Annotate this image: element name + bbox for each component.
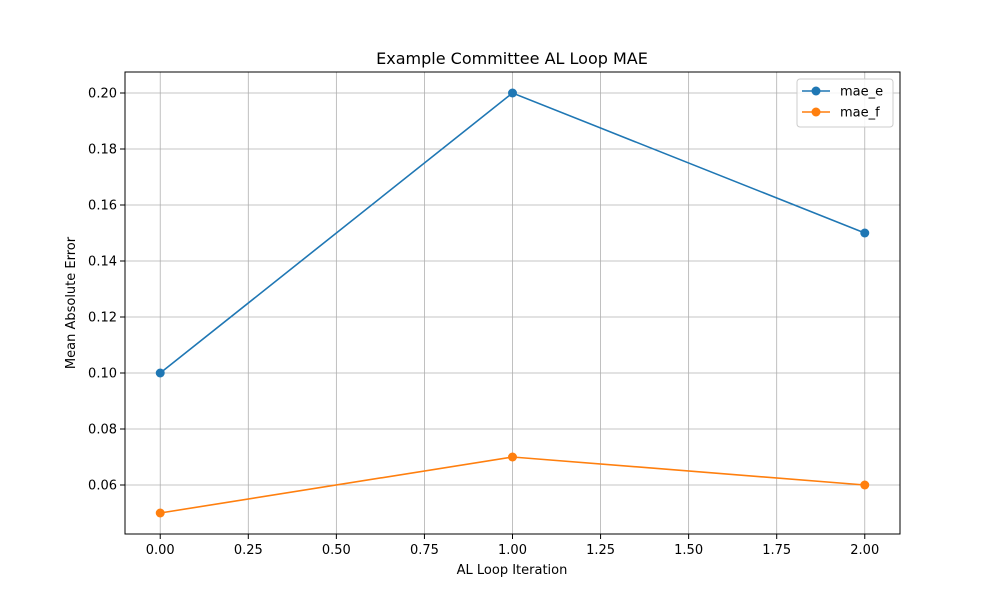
legend: mae_e mae_f xyxy=(796,78,894,128)
y-tick-label: 0.10 xyxy=(88,367,117,382)
y-tick-label: 0.18 xyxy=(88,143,117,158)
legend-swatch-marker xyxy=(811,107,821,117)
chart-title: Example Committee AL Loop MAE xyxy=(376,49,648,68)
data-point-mae_e xyxy=(508,88,517,98)
x-axis-label: AL Loop Iteration xyxy=(457,563,568,578)
data-point-mae_e xyxy=(860,228,870,238)
y-tick-label: 0.06 xyxy=(88,479,117,494)
y-tick-label: 0.16 xyxy=(88,199,117,214)
data-point-mae_f xyxy=(508,452,517,462)
x-tick-label: 0.25 xyxy=(234,543,263,558)
y-axis-label: Mean Absolute Error xyxy=(64,236,79,369)
legend-label: mae_f xyxy=(840,106,880,121)
x-tick-label: 1.75 xyxy=(762,543,791,558)
x-tick-label: 1.00 xyxy=(498,543,527,558)
data-point-mae_f xyxy=(860,480,870,490)
series-layer xyxy=(155,88,870,518)
y-tick-label: 0.20 xyxy=(88,87,117,102)
data-point-mae_f xyxy=(155,508,165,518)
x-tick-label: 0.00 xyxy=(146,543,175,558)
x-tick-label: 1.50 xyxy=(674,543,703,558)
x-tick-label: 1.25 xyxy=(586,543,615,558)
x-tick-label: 0.75 xyxy=(410,543,439,558)
grid xyxy=(125,72,900,534)
y-tick-label: 0.14 xyxy=(88,255,117,270)
x-tick-label: 0.50 xyxy=(322,543,351,558)
legend-swatch-marker xyxy=(811,86,821,96)
y-tick-label: 0.08 xyxy=(88,423,117,438)
y-tick-label: 0.12 xyxy=(88,311,117,326)
x-tick-label: 2.00 xyxy=(850,543,879,558)
legend-label: mae_e xyxy=(840,85,883,100)
data-point-mae_e xyxy=(155,368,165,378)
ticks: 0.00 0.25 0.50 0.75 1.00 1.25 1.50 1.75 2.00 0.06… xyxy=(88,87,879,559)
